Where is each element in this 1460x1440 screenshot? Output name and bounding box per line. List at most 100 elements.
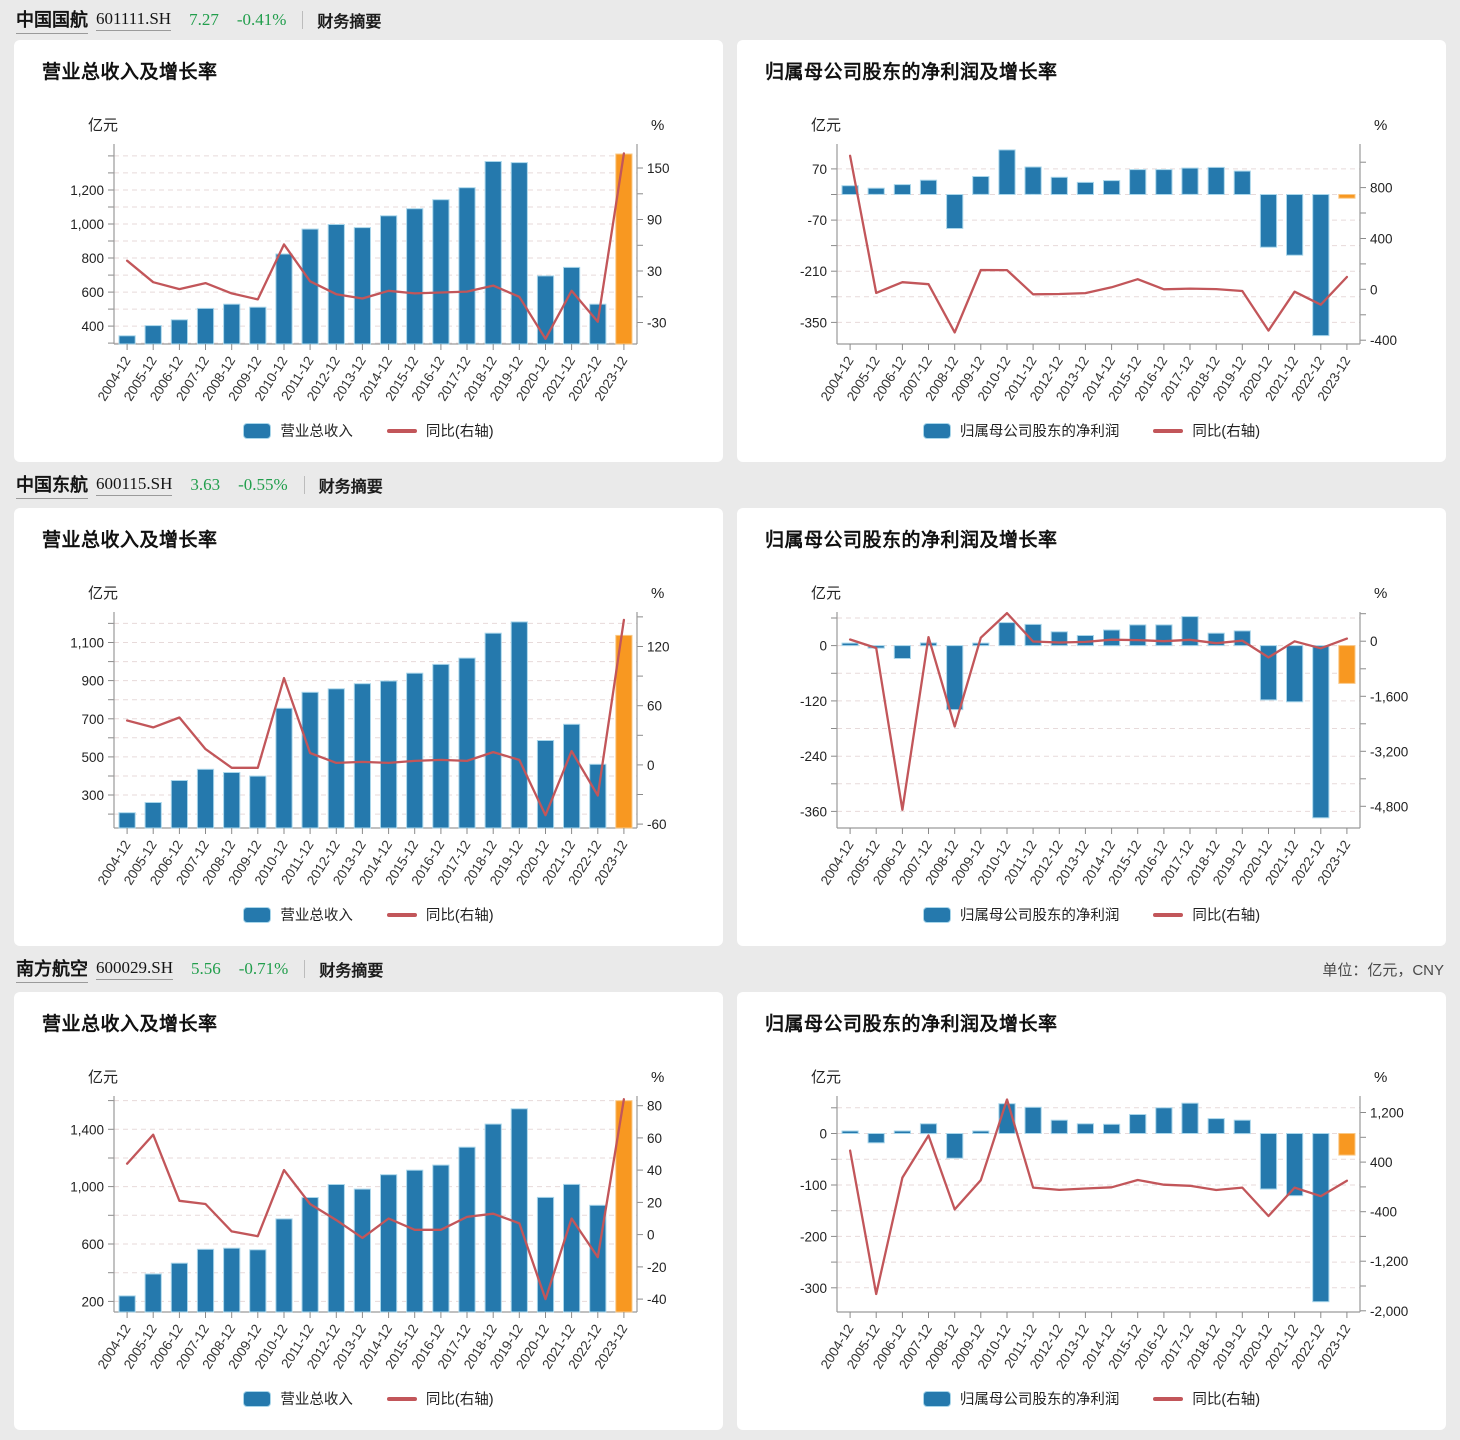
- stock-header-600115: 中国东航 600115.SH 3.63 -0.55% 财务摘要: [0, 462, 1460, 508]
- net-profit-growth-chart: 0-120-240-3600-1,600-3,200-4,8002004-122…: [800, 585, 1408, 888]
- stock-code-link[interactable]: 600029.SH: [96, 958, 173, 980]
- bar-legend-swatch: [922, 422, 951, 439]
- svg-text:-30: -30: [647, 316, 667, 331]
- svg-text:%: %: [1374, 1069, 1387, 1086]
- svg-text:400: 400: [81, 319, 104, 334]
- svg-text:600: 600: [81, 285, 104, 300]
- chart-title: 营业总收入及增长率: [42, 62, 218, 83]
- financial-summary-link[interactable]: 财务摘要: [318, 479, 383, 496]
- svg-text:-210: -210: [800, 264, 827, 279]
- svg-text:80: 80: [647, 1099, 662, 1114]
- line-legend-swatch: [1153, 428, 1184, 433]
- charts-row: 营业总收入及增长率 300 500 700 900 1,100 120 60 0 -60 2004…: [0, 508, 1460, 946]
- svg-text:-1,600: -1,600: [1370, 689, 1408, 704]
- bar-legend-label: 归属母公司股东的净利润: [959, 908, 1120, 924]
- svg-text:600: 600: [81, 1237, 104, 1252]
- divider: [303, 476, 305, 494]
- svg-text:-100: -100: [800, 1178, 827, 1193]
- svg-text:0: 0: [647, 758, 655, 773]
- bar-legend-label: 归属母公司股东的净利润: [959, 1392, 1120, 1408]
- svg-text:200: 200: [81, 1294, 104, 1309]
- revenue-growth-chart: 4006008001,0001,2001509030-302004-122005…: [70, 117, 670, 404]
- bar-legend-swatch: [922, 906, 951, 923]
- svg-text:亿元: 亿元: [811, 585, 841, 602]
- revenue-chart-card: 营业总收入及增长率 300 500 700 900 1,100 120 60 0 -60 2004…: [14, 508, 723, 946]
- revenue-chart-card: 营业总收入及增长率 400 600 800 1,000 1,200 150 90 30 -30 2…: [14, 40, 723, 462]
- svg-text:0: 0: [1370, 282, 1378, 297]
- svg-text:0: 0: [1370, 634, 1378, 649]
- line-legend-label: 同比(右轴): [1192, 908, 1261, 924]
- line-legend-swatch: [1153, 912, 1184, 917]
- svg-text:90: 90: [647, 213, 662, 228]
- svg-text:300: 300: [81, 788, 104, 803]
- svg-text:1,400: 1,400: [70, 1122, 104, 1137]
- stock-name-link[interactable]: 南方航空: [16, 955, 88, 983]
- stock-code-link[interactable]: 601111.SH: [96, 9, 172, 31]
- svg-text:1,200: 1,200: [1370, 1106, 1404, 1121]
- chart-title: 营业总收入及增长率: [42, 1014, 218, 1035]
- svg-text:-200: -200: [800, 1229, 827, 1244]
- net-profit-chart-card: 归属母公司股东的净利润及增长率 0 -100 -200 -300 1,200 400 -40…: [737, 992, 1446, 1430]
- svg-text:120: 120: [647, 640, 670, 655]
- svg-text:30: 30: [647, 264, 662, 279]
- bar-legend-swatch: [243, 906, 272, 923]
- chart-legend: 归属母公司股东的净利润 同比(右轴): [737, 420, 1446, 441]
- line-legend-label: 同比(右轴): [1192, 1392, 1261, 1408]
- charts-row: 营业总收入及增长率 200 600 1,000 1,400 80 60 40 20 0 -20 -4…: [0, 992, 1460, 1430]
- line-legend-label: 同比(右轴): [1192, 424, 1261, 440]
- line-legend-swatch: [1153, 1396, 1184, 1401]
- svg-text:-300: -300: [800, 1281, 827, 1296]
- line-legend-swatch: [386, 1396, 417, 1401]
- line-legend-label: 同比(右轴): [425, 1392, 494, 1408]
- line-legend-label: 同比(右轴): [425, 908, 494, 924]
- svg-text:-40: -40: [647, 1292, 667, 1307]
- svg-text:400: 400: [1370, 1155, 1393, 1170]
- chart-title: 归属母公司股东的净利润及增长率: [765, 1014, 1058, 1035]
- svg-text:-400: -400: [1370, 1205, 1397, 1220]
- chart-title: 归属母公司股东的净利润及增长率: [765, 530, 1058, 551]
- svg-text:亿元: 亿元: [811, 117, 841, 134]
- svg-text:%: %: [1374, 585, 1387, 602]
- svg-text:亿元: 亿元: [811, 1069, 841, 1086]
- financial-summary-link[interactable]: 财务摘要: [319, 963, 384, 980]
- svg-text:1,200: 1,200: [70, 183, 104, 198]
- stock-code-link[interactable]: 600115.SH: [96, 474, 173, 496]
- svg-text:%: %: [651, 117, 664, 134]
- net-profit-chart-card: 归属母公司股东的净利润及增长率 0 -120 -240 -360 0 -1,600 -3,2…: [737, 508, 1446, 946]
- svg-text:500: 500: [81, 750, 104, 765]
- svg-text:800: 800: [81, 251, 104, 266]
- chart-title: 营业总收入及增长率: [42, 530, 218, 551]
- net-profit-chart-card: 归属母公司股东的净利润及增长率 70 -70 -210 -350 800 400 0 -400…: [737, 40, 1446, 462]
- svg-text:150: 150: [647, 161, 670, 176]
- svg-text:%: %: [651, 585, 664, 602]
- svg-text:1,000: 1,000: [70, 1180, 104, 1195]
- svg-text:-20: -20: [647, 1260, 667, 1275]
- svg-text:-360: -360: [800, 804, 827, 819]
- net-profit-growth-chart: 70-70-210-3508004000-4002004-122005-1220…: [800, 117, 1397, 404]
- svg-text:-350: -350: [800, 315, 827, 330]
- chart-legend: 营业总收入 同比(右轴): [14, 1388, 723, 1409]
- svg-text:700: 700: [81, 712, 104, 727]
- bar-legend-label: 营业总收入: [280, 1392, 353, 1408]
- line-legend-swatch: [386, 912, 417, 917]
- svg-text:900: 900: [81, 674, 104, 689]
- svg-text:-400: -400: [1370, 333, 1397, 348]
- svg-text:0: 0: [819, 639, 827, 654]
- svg-text:-120: -120: [800, 694, 827, 709]
- chart-legend: 归属母公司股东的净利润 同比(右轴): [737, 904, 1446, 925]
- svg-text:-2,000: -2,000: [1370, 1304, 1408, 1319]
- svg-text:60: 60: [647, 699, 662, 714]
- svg-text:-4,800: -4,800: [1370, 799, 1408, 814]
- financial-summary-link[interactable]: 财务摘要: [317, 14, 382, 31]
- stock-header-600029: 南方航空 600029.SH 5.56 -0.71% 财务摘要 单位：亿元，CN…: [0, 946, 1460, 992]
- stock-change: -0.55%: [238, 475, 288, 494]
- stock-name-link[interactable]: 中国东航: [16, 471, 88, 499]
- svg-text:60: 60: [647, 1131, 662, 1146]
- svg-text:%: %: [651, 1069, 664, 1086]
- stock-name-link[interactable]: 中国国航: [16, 6, 88, 34]
- chart-title: 归属母公司股东的净利润及增长率: [765, 62, 1058, 83]
- charts-row: 营业总收入及增长率 400 600 800 1,000 1,200 150 90 30 -30 2…: [0, 40, 1460, 462]
- divider: [302, 11, 304, 29]
- svg-text:-60: -60: [647, 817, 667, 832]
